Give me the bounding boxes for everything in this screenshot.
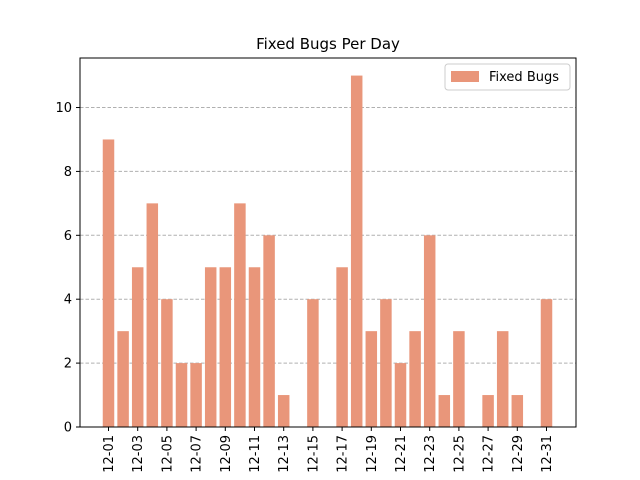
x-tick-label: 12-05: [160, 435, 175, 473]
bar-12-11: [248, 267, 261, 427]
x-tick-label: 12-21: [394, 435, 409, 473]
bar-12-06: [175, 363, 188, 427]
y-tick-label: 6: [64, 229, 72, 244]
bar-12-19: [365, 331, 378, 427]
bar-12-25: [453, 331, 465, 427]
bar-12-21: [394, 363, 407, 427]
legend: Fixed Bugs: [444, 63, 571, 91]
x-tick-label: 12-13: [277, 435, 292, 473]
x-tick-label: 12-15: [306, 435, 321, 473]
legend-label: Fixed Bugs: [489, 70, 559, 85]
chart-title: Fixed Bugs Per Day: [256, 35, 400, 53]
bar-12-10: [234, 203, 246, 427]
legend-swatch: [451, 71, 479, 82]
x-tick-label: 12-01: [102, 435, 117, 473]
bar-12-01: [102, 139, 115, 427]
plot-frame: [79, 57, 577, 428]
x-tick-label: 12-23: [423, 435, 438, 473]
bar-12-24: [438, 395, 451, 427]
bar-12-07: [190, 363, 202, 427]
bars: [102, 75, 553, 428]
bar-12-23: [423, 235, 436, 427]
x-tick-label: 12-29: [511, 435, 526, 473]
x-tick-label: 12-03: [131, 435, 146, 473]
x-tick-label: 12-31: [540, 435, 555, 473]
x-tick-label: 12-19: [365, 435, 380, 473]
bar-12-02: [117, 331, 129, 427]
bar-12-17: [336, 267, 348, 427]
bar-12-08: [204, 267, 217, 427]
y-tick-label: 10: [55, 101, 72, 116]
bar-12-04: [146, 203, 159, 427]
x-tick-label: 12-17: [336, 435, 351, 473]
bar-12-12: [263, 235, 275, 427]
y-tick-label: 4: [64, 293, 72, 308]
bar-12-20: [380, 299, 392, 427]
bar-12-09: [219, 267, 232, 427]
bar-12-22: [409, 331, 421, 427]
legend-box: [444, 63, 571, 91]
bar-12-03: [131, 267, 144, 427]
x-axis-ticks: 12-01 12-03 12-05 12-07 12-09 12-11 12-13 12-15…: [102, 427, 555, 473]
bar-12-27: [482, 395, 494, 427]
y-tick-label: 8: [64, 165, 72, 180]
y-axis-ticks: 0 2 4 6 8 10: [55, 101, 80, 436]
x-tick-label: 12-11: [248, 435, 263, 473]
bar-12-29: [511, 395, 524, 427]
bar-12-05: [161, 299, 173, 427]
bar-12-15: [307, 299, 319, 427]
bar-12-18: [350, 75, 363, 428]
x-tick-label: 12-09: [219, 435, 234, 473]
x-tick-label: 12-27: [482, 435, 497, 473]
bar-12-13: [277, 395, 290, 427]
x-tick-label: 12-25: [452, 435, 467, 473]
y-tick-label: 2: [64, 357, 72, 372]
x-tick-label: 12-07: [190, 435, 205, 473]
bar-12-28: [496, 331, 509, 427]
y-tick-label: 0: [64, 421, 72, 436]
bar-12-31: [540, 299, 553, 427]
